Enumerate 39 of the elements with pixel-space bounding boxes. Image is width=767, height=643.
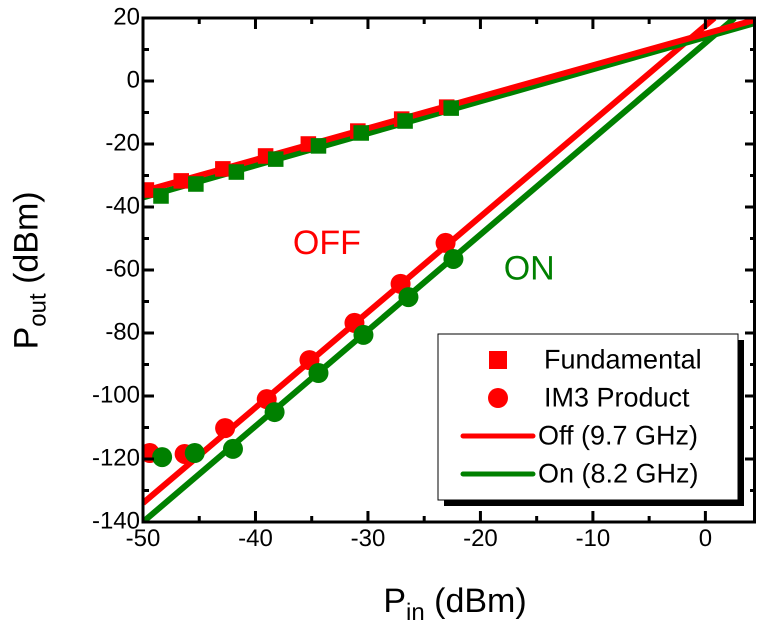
point — [308, 363, 328, 384]
y-tick-label: -100 — [92, 382, 140, 409]
point — [436, 232, 456, 253]
annotation: OFF — [292, 224, 361, 262]
annotation: ON — [504, 249, 555, 288]
x-tick-label: -20 — [463, 525, 498, 552]
x-tick-label: 0 — [698, 525, 712, 552]
y-tick-label: -120 — [92, 444, 140, 472]
legend-label: Fundamental — [544, 344, 702, 374]
legend-label: IM3 Product — [544, 382, 690, 412]
point — [397, 113, 413, 129]
point — [353, 324, 374, 345]
point — [188, 176, 204, 192]
y-tick-label: -60 — [105, 256, 140, 283]
point — [152, 447, 172, 468]
point — [443, 100, 459, 116]
point — [228, 164, 244, 180]
point — [398, 287, 418, 308]
x-tick-label: -30 — [350, 525, 386, 552]
x-tick-label: -10 — [576, 525, 610, 552]
point — [222, 438, 243, 459]
point — [264, 402, 285, 422]
legend-label: On (8.2 GHz) — [538, 458, 699, 488]
x-tick-label: -40 — [238, 525, 273, 552]
y-tick-label: 20 — [113, 4, 140, 31]
point — [153, 188, 169, 204]
point — [184, 443, 205, 464]
y-tick-label: -40 — [105, 192, 140, 220]
point — [173, 173, 190, 189]
point — [443, 248, 464, 269]
y-tick-label: 0 — [126, 66, 140, 94]
point — [215, 418, 236, 438]
x-axis-title: P$_{in}$ (dBm) — [382, 582, 528, 627]
y-tick-label: -80 — [105, 318, 140, 346]
legend-label: Off (9.7 GHz) — [538, 420, 698, 450]
point — [310, 138, 326, 154]
point — [268, 151, 284, 167]
y-tick-label: -20 — [105, 130, 140, 157]
point — [353, 125, 369, 141]
